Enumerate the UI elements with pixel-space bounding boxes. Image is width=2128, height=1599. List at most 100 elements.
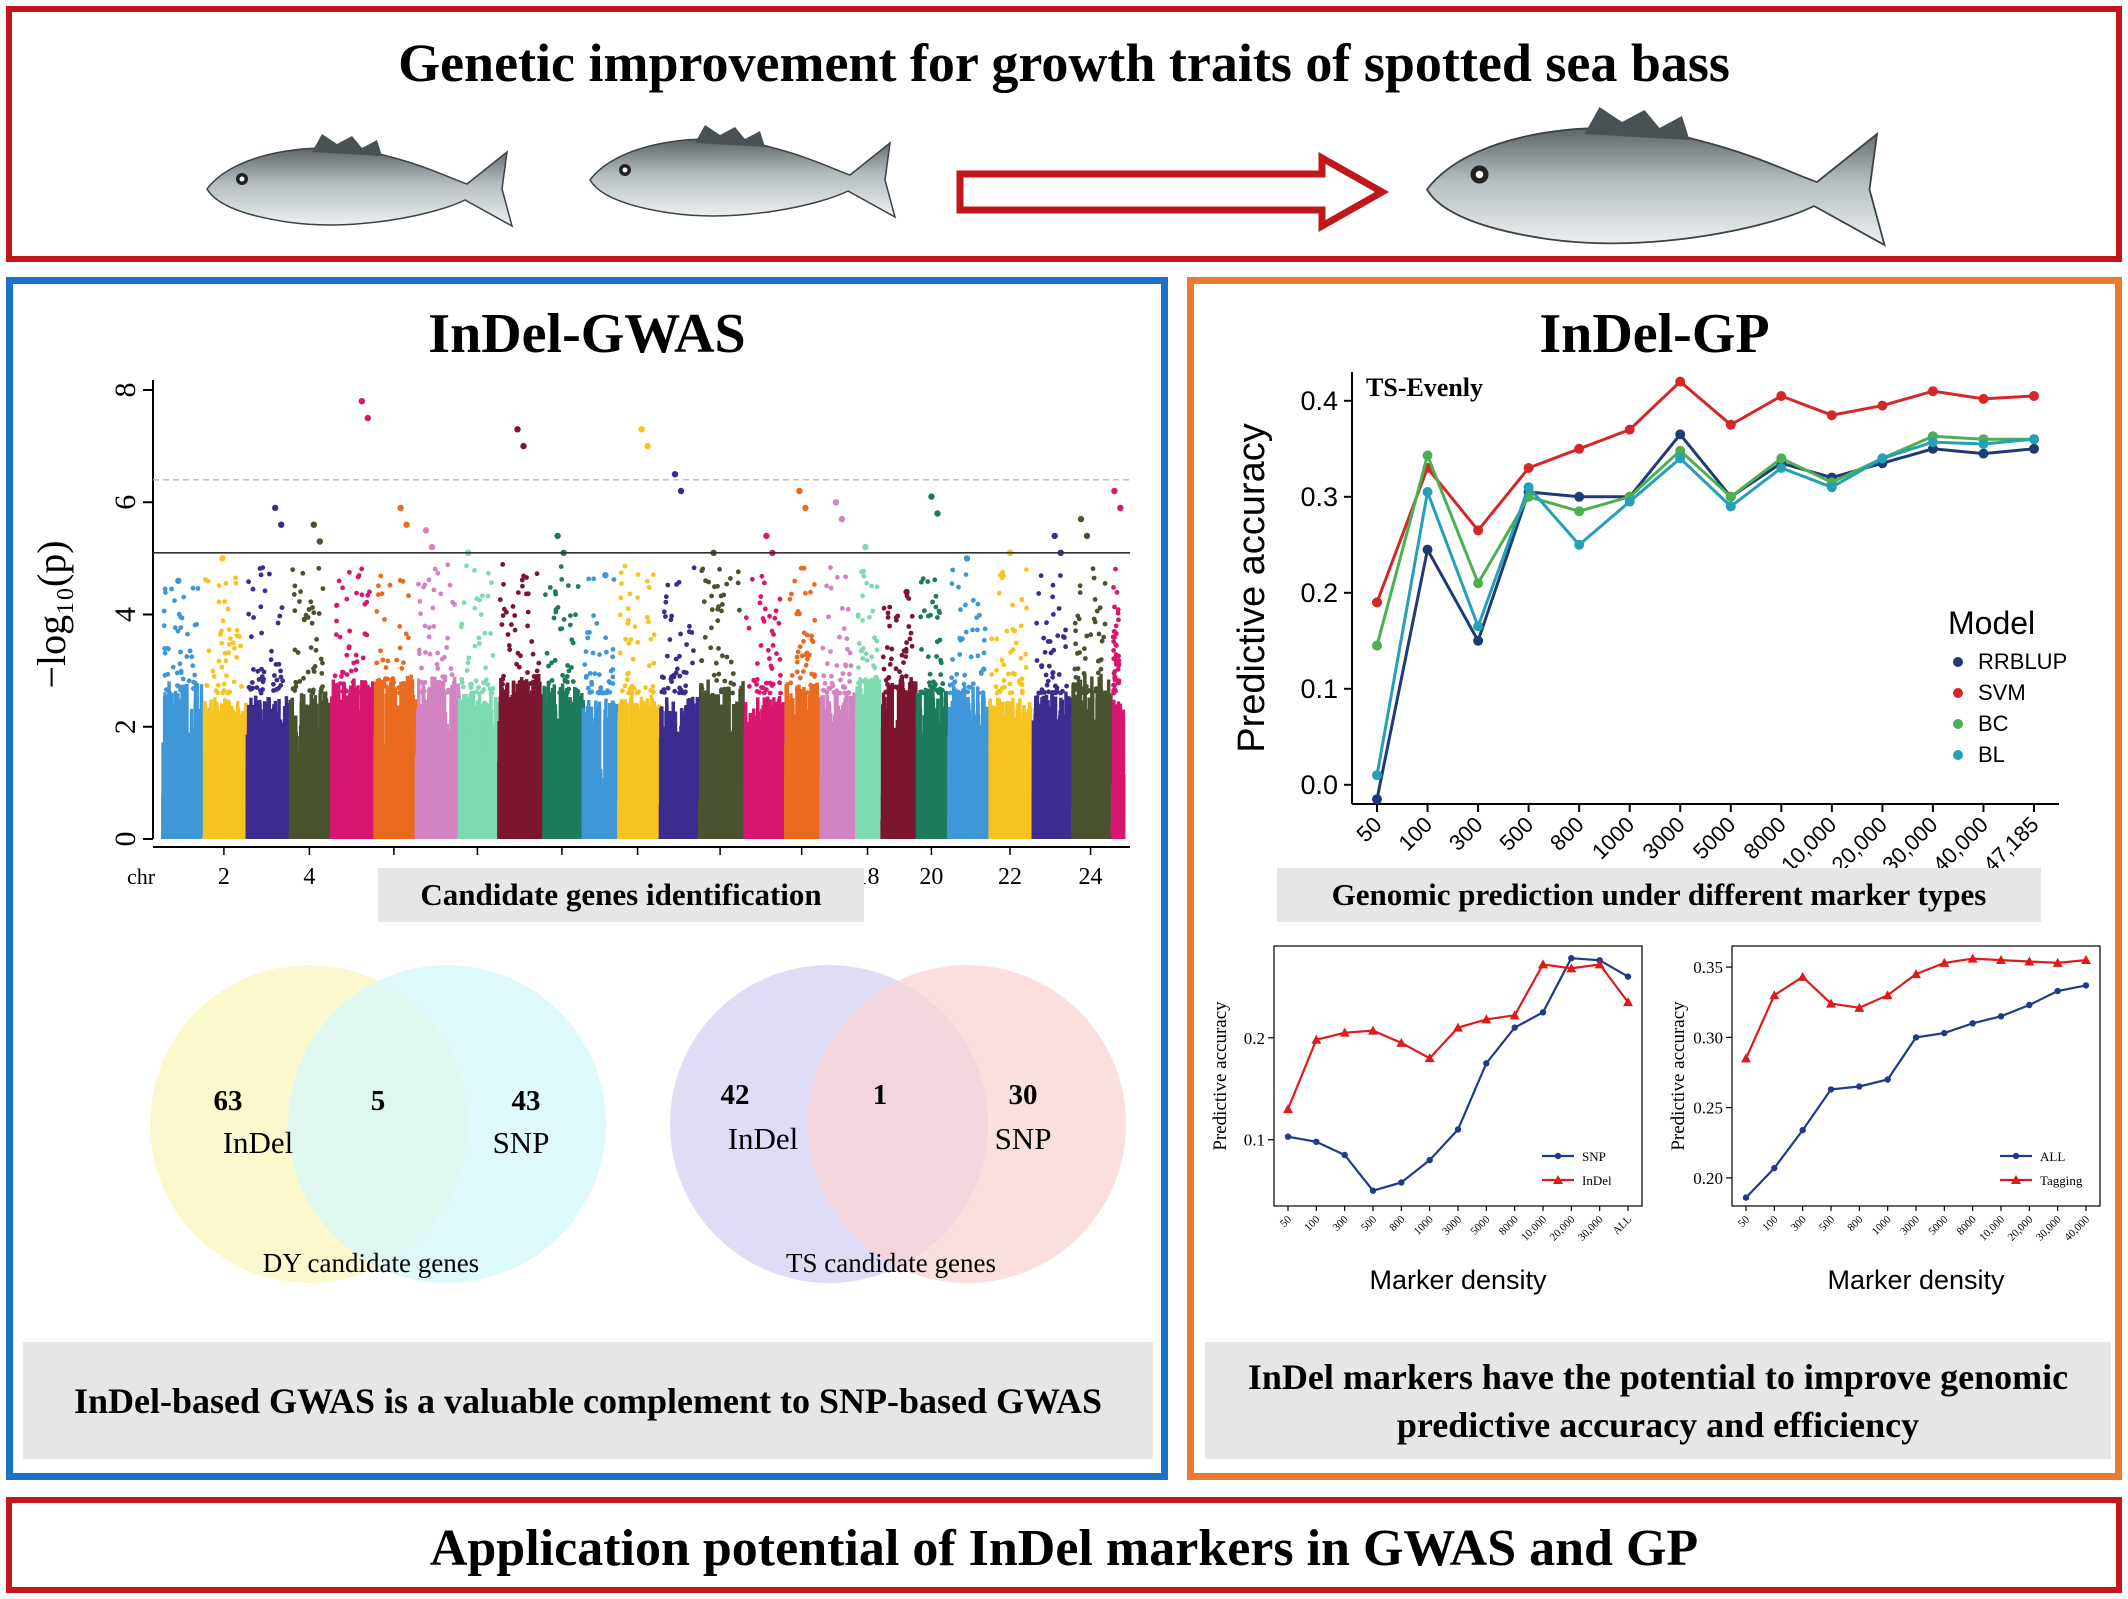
manhattan-point: [630, 656, 636, 662]
manhattan-point: [794, 654, 800, 660]
manhattan-point: [534, 571, 540, 577]
manhattan-point-band: [330, 696, 334, 839]
manhattan-point-band: [715, 772, 719, 839]
manhattan-point-band: [344, 740, 349, 839]
manhattan-point: [651, 660, 657, 666]
manhattan-point-band: [378, 726, 383, 839]
manhattan-point: [809, 633, 814, 639]
manhattan-point: [557, 690, 563, 696]
manhattan-point-band: [579, 836, 583, 839]
manhattan-point: [663, 594, 669, 600]
manhattan-point: [258, 604, 264, 610]
manhattan-point: [438, 591, 444, 597]
manhattan-y-tick-label: 0: [109, 832, 142, 847]
manhattan-point: [725, 686, 731, 692]
manhattan-point-band: [220, 707, 224, 839]
manhattan-point: [730, 690, 735, 696]
manhattan-point: [461, 600, 467, 606]
manhattan-point: [222, 650, 228, 656]
manhattan-point: [719, 608, 724, 614]
manhattan-point-band: [683, 830, 688, 839]
manhattan-point: [897, 669, 902, 675]
manhattan-point: [184, 654, 190, 659]
manhattan-point-band: [577, 833, 581, 839]
manhattan-point: [435, 650, 440, 656]
manhattan-point-band: [267, 697, 271, 839]
manhattan-point: [344, 688, 349, 694]
manhattan-point-band: [635, 803, 640, 839]
manhattan-point-band: [569, 702, 574, 839]
manhattan-point: [828, 585, 834, 591]
manhattan-point: [635, 639, 641, 645]
manhattan-point-band: [239, 836, 243, 839]
manhattan-point: [344, 652, 350, 658]
manhattan-point: [553, 591, 559, 597]
manhattan-point: [754, 689, 760, 694]
manhattan-point: [631, 686, 637, 691]
manhattan-point-band: [882, 758, 886, 839]
manhattan-point: [448, 666, 454, 671]
manhattan-point: [178, 670, 184, 675]
manhattan-point: [860, 617, 865, 623]
manhattan-point: [885, 682, 890, 687]
manhattan-point-band: [299, 834, 304, 839]
manhattan-point-band: [170, 692, 174, 839]
manhattan-point: [390, 676, 396, 681]
manhattan-point: [440, 674, 446, 680]
manhattan-point-band: [643, 728, 647, 839]
manhattan-point-band: [736, 717, 741, 839]
manhattan-point-band: [362, 716, 366, 839]
manhattan-point: [161, 623, 167, 629]
manhattan-point: [277, 613, 283, 619]
manhattan-point: [220, 690, 226, 696]
manhattan-point: [899, 674, 905, 680]
manhattan-point-band: [892, 752, 896, 839]
manhattan-point: [444, 645, 450, 650]
manhattan-point: [435, 570, 441, 576]
manhattan-point: [385, 689, 391, 695]
manhattan-point: [528, 681, 533, 686]
manhattan-point: [272, 673, 277, 678]
manhattan-point-band: [302, 816, 307, 839]
manhattan-point: [750, 576, 755, 582]
manhattan-point: [316, 565, 322, 571]
manhattan-point: [249, 680, 255, 685]
manhattan-point-band: [483, 800, 487, 839]
manhattan-point: [617, 612, 623, 618]
manhattan-point: [434, 662, 440, 667]
manhattan-point-band: [801, 697, 806, 839]
manhattan-point-band: [377, 794, 381, 839]
manhattan-point: [569, 637, 575, 643]
manhattan-point: [347, 569, 352, 575]
manhattan-point: [596, 672, 602, 678]
manhattan-point: [380, 657, 386, 663]
manhattan-point: [344, 672, 350, 677]
manhattan-point-band: [918, 743, 922, 839]
manhattan-point: [589, 679, 594, 685]
manhattan-point: [813, 684, 819, 689]
manhattan-point: [475, 596, 480, 602]
manhattan-point-band: [908, 704, 912, 839]
manhattan-point-band: [622, 717, 626, 839]
manhattan-point: [622, 563, 628, 569]
manhattan-point: [320, 586, 326, 591]
manhattan-point-band: [922, 835, 927, 839]
manhattan-point: [472, 643, 478, 649]
manhattan-point: [711, 672, 717, 678]
manhattan-point: [651, 632, 657, 638]
manhattan-point-band: [784, 780, 788, 839]
manhattan-point: [320, 660, 325, 666]
manhattan-point-band: [474, 735, 478, 839]
manhattan-point: [730, 671, 736, 676]
manhattan-peak-point: [316, 538, 323, 545]
manhattan-point: [590, 650, 596, 656]
manhattan-point-band: [468, 793, 472, 839]
manhattan-point: [466, 655, 472, 661]
manhattan-point: [755, 661, 760, 666]
manhattan-point: [683, 670, 689, 676]
manhattan-point: [169, 586, 175, 592]
manhattan-point: [837, 634, 842, 640]
manhattan-point-band: [360, 688, 364, 839]
manhattan-point: [919, 647, 924, 652]
manhattan-point-band: [210, 782, 214, 839]
